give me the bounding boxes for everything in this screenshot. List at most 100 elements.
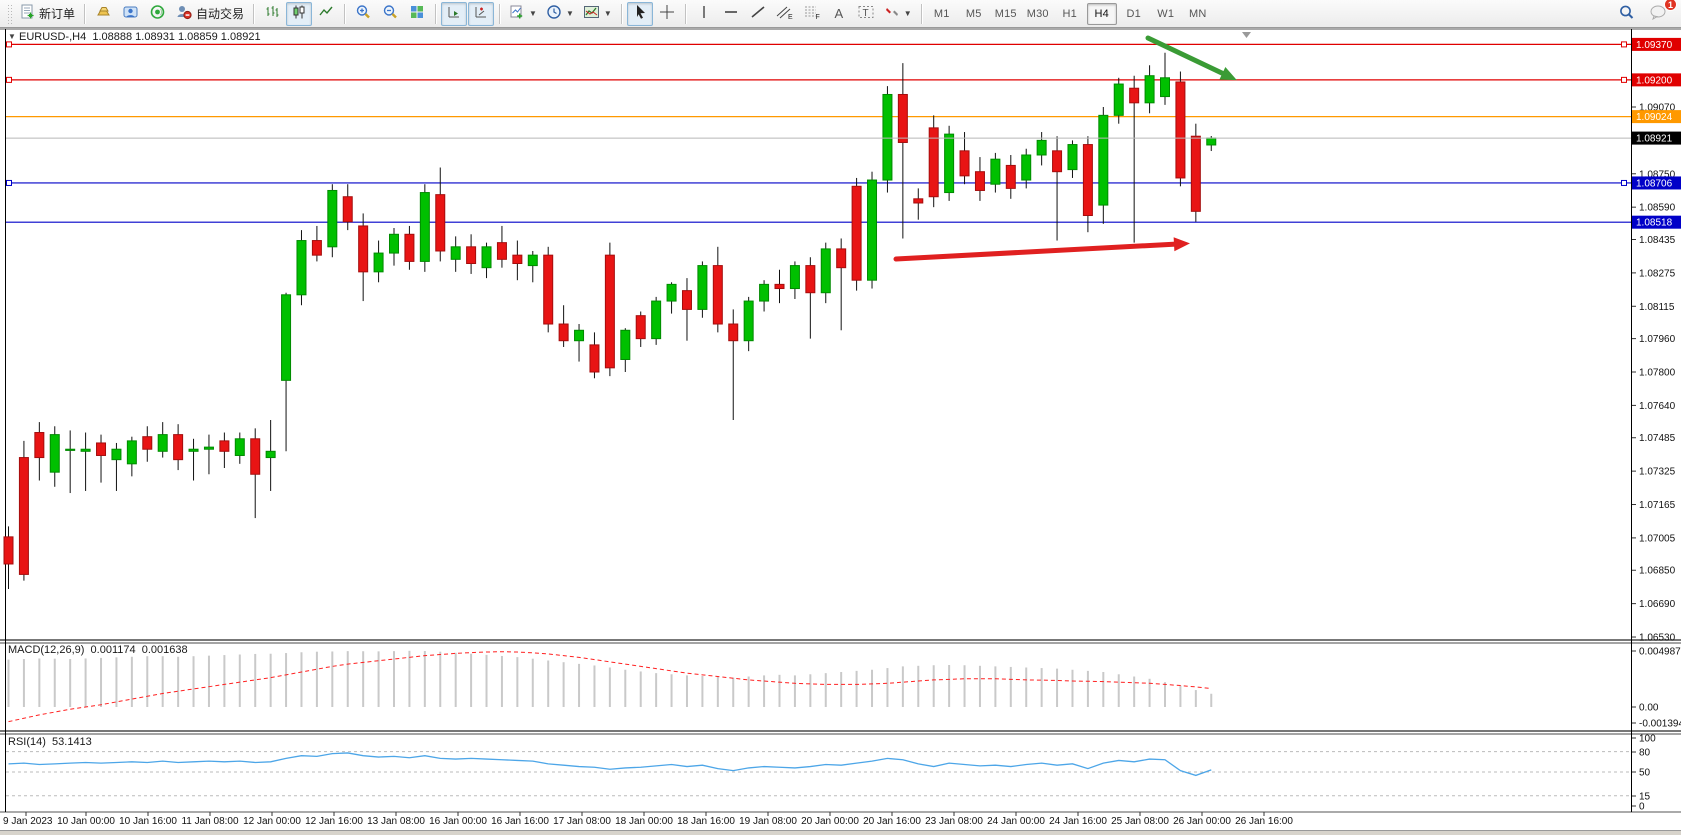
timeframe-button-m1[interactable]: M1	[933, 7, 950, 20]
svg-text:1.07800: 1.07800	[1639, 368, 1676, 379]
toolbar-separator	[253, 3, 255, 24]
svg-text:23 Jan 08:00: 23 Jan 08:00	[925, 816, 983, 827]
timeframe-button-m15[interactable]: M15	[994, 7, 1017, 20]
zoom-out-button[interactable]	[377, 2, 403, 26]
auto-trading-button[interactable]: 自动交易	[171, 2, 248, 26]
toolbar-separator	[499, 3, 501, 24]
time-axis: 9 Jan 2023 10 Jan 00:00 10 Jan 16:00 11 Jan…	[3, 812, 1293, 827]
vertical-line-tool-button[interactable]	[691, 2, 717, 26]
chart-shift-marker[interactable]	[1242, 32, 1251, 38]
chart-symbol-period: EURUSD-,H4	[18, 31, 87, 43]
status-bar	[0, 830, 1681, 835]
candlestick-chart-button[interactable]	[286, 1, 313, 26]
hline-handle[interactable]	[6, 41, 12, 48]
auto-scroll-button[interactable]	[441, 1, 468, 26]
timeframe-button-m5[interactable]: M5	[965, 7, 982, 20]
macd-pane: 0.004987 0.00 -0.001394	[7, 647, 1681, 730]
svg-text:9 Jan 2023: 9 Jan 2023	[3, 816, 53, 827]
horizontal-line-tool-button[interactable]	[718, 2, 744, 26]
hline-handle[interactable]	[6, 179, 12, 186]
chart-canvas[interactable]: 1.09070 1.08750 1.08590 1.08435 1.08275 1.081…	[0, 28, 1681, 835]
macd-signal-line	[8, 651, 1212, 723]
svg-text:1.08750: 1.08750	[1639, 169, 1676, 180]
periods-button[interactable]: ▼	[542, 2, 578, 26]
toolbar-separator	[620, 3, 622, 24]
candle-body-up	[450, 246, 461, 260]
zoom-in-button[interactable]	[350, 2, 376, 26]
candle-body-up	[49, 434, 60, 473]
chart-shift-button[interactable]	[468, 1, 495, 26]
candles	[3, 52, 1217, 590]
toolbar-grip[interactable]	[7, 3, 12, 24]
text-tool-button[interactable]: A	[826, 2, 852, 26]
svg-text:1.08275: 1.08275	[1639, 268, 1676, 279]
channel-icon: E	[776, 4, 794, 23]
red-trend-arrow[interactable]	[893, 28, 1190, 262]
svg-text:-0.001394: -0.001394	[1639, 719, 1681, 730]
candle-body-up	[1036, 139, 1047, 156]
candle-body-up	[697, 265, 708, 310]
timeframe-button-m30[interactable]: M30	[1026, 7, 1049, 20]
fibonacci-tool-button[interactable]: F	[799, 2, 825, 26]
candle-body-down	[728, 323, 739, 342]
tile-windows-button[interactable]	[404, 2, 430, 26]
candle-body-down	[342, 196, 353, 223]
svg-text:1.08921: 1.08921	[1636, 134, 1673, 145]
svg-text:0.004987: 0.004987	[1639, 647, 1681, 658]
chart-title: ▼ EURUSD-,H4 1.08888 1.08931 1.08859 1.0…	[8, 31, 261, 43]
candle-body-up	[759, 283, 770, 302]
timeframe-button-h4[interactable]: H4	[1086, 2, 1117, 25]
chat-button[interactable]: 1	[1645, 0, 1677, 26]
trendline-icon	[750, 4, 766, 23]
svg-text:1.07960: 1.07960	[1639, 334, 1676, 345]
timeframe-button-mn[interactable]: MN	[1188, 7, 1207, 20]
hline-handle[interactable]	[1621, 179, 1627, 186]
trendline-tool-button[interactable]	[745, 2, 771, 26]
indicators-button[interactable]: ▼	[505, 2, 541, 26]
crosshair-tool-button[interactable]	[654, 2, 680, 26]
search-icon	[1618, 4, 1635, 24]
signal-button[interactable]	[144, 2, 170, 26]
candle-body-down	[897, 93, 908, 143]
svg-text:10 Jan 00:00: 10 Jan 00:00	[57, 816, 115, 827]
svg-text:18 Jan 00:00: 18 Jan 00:00	[615, 816, 673, 827]
rsi-line	[8, 752, 1212, 777]
chart-window[interactable]: 1.09070 1.08750 1.08590 1.08435 1.08275 1.081…	[0, 28, 1681, 835]
line-chart-icon	[318, 4, 334, 23]
candle-body-down	[589, 344, 600, 373]
green-trend-arrow[interactable]	[1145, 28, 1237, 81]
cursor-tool-button[interactable]	[626, 1, 653, 26]
timeframe-button-h1[interactable]: H1	[1062, 7, 1077, 20]
market-watch-button[interactable]	[90, 2, 116, 26]
templates-button[interactable]: ▼	[579, 2, 616, 26]
candle-body-up	[789, 265, 800, 290]
svg-text:20 Jan 00:00: 20 Jan 00:00	[801, 816, 859, 827]
hline-handle[interactable]	[1621, 76, 1627, 83]
candle-body-down	[496, 242, 507, 260]
candle-body-down	[635, 315, 646, 340]
arrows-tool-button[interactable]: ▼	[880, 2, 916, 26]
text-label-tool-button[interactable]: T	[853, 2, 879, 26]
toolbar-separator	[920, 3, 922, 24]
candle-body-down	[774, 283, 785, 290]
terminal-profile-button[interactable]	[117, 2, 143, 26]
indicators-icon	[509, 4, 525, 23]
equidistant-channel-tool-button[interactable]: E	[772, 2, 798, 26]
timeframe-group: M1 M5 M15 M30 H1 H4 D1 W1 MN	[927, 2, 1213, 25]
hline-handle[interactable]	[1621, 41, 1627, 48]
line-chart-button[interactable]	[313, 2, 339, 26]
chart-title-dropdown-icon[interactable]: ▼	[8, 32, 16, 41]
timeframe-button-w1[interactable]: W1	[1157, 7, 1175, 20]
hline-handle[interactable]	[6, 76, 12, 83]
candle-body-down	[681, 290, 692, 310]
candle-body-up	[203, 446, 214, 450]
svg-text:1.09024: 1.09024	[1636, 112, 1673, 123]
price-scale: 1.09070 1.08750 1.08590 1.08435 1.08275 1.081…	[1632, 103, 1676, 644]
candle-body-down	[18, 457, 29, 575]
bar-chart-button[interactable]	[259, 2, 285, 26]
candle-body-up	[743, 300, 754, 342]
svg-text:1.07165: 1.07165	[1639, 500, 1676, 511]
search-button[interactable]	[1613, 2, 1639, 26]
timeframe-button-d1[interactable]: D1	[1126, 7, 1141, 20]
new-order-button[interactable]: 新订单	[16, 2, 79, 26]
